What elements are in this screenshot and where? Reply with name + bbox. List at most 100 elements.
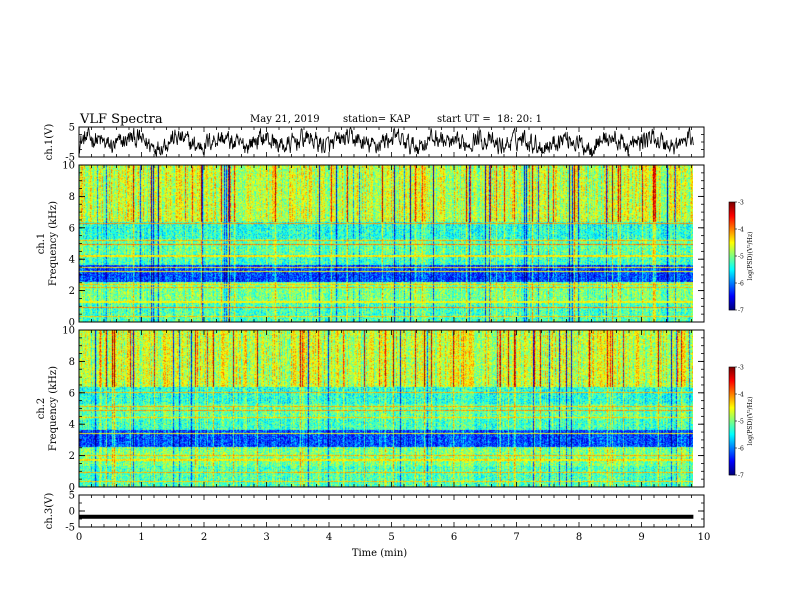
colorbar-cell <box>729 287 735 289</box>
colorbar-cell <box>729 246 735 248</box>
colorbar-cell <box>729 395 735 397</box>
colorbar-cell <box>729 407 735 409</box>
colorbar-tick-label: -5 <box>738 254 744 261</box>
y-tick-label: 4 <box>69 420 75 431</box>
y-tick-label: 0 <box>69 318 75 329</box>
colorbar-cell <box>729 419 735 421</box>
colorbar-cell <box>729 245 735 247</box>
colorbar-cell <box>729 240 735 242</box>
colorbar-cell <box>729 280 735 282</box>
y-tick-label: 6 <box>69 223 75 234</box>
colorbar-cell <box>729 303 735 305</box>
colorbar-cell <box>729 254 735 256</box>
colorbar-cell <box>729 376 735 378</box>
colorbar-cell <box>729 291 735 293</box>
colorbar-cell <box>729 203 735 205</box>
colorbar-cell <box>729 416 735 418</box>
colorbar-cell <box>729 304 735 306</box>
colorbar-cell <box>729 228 735 230</box>
colorbar-cell <box>729 212 735 214</box>
colorbar-cell <box>729 402 735 404</box>
x-tick-label: 9 <box>638 532 644 543</box>
colorbar-cell <box>729 418 735 420</box>
colorbar-cell <box>729 390 735 392</box>
colorbar-cell <box>729 279 735 281</box>
colorbar-cell <box>729 271 735 273</box>
colorbar-cell <box>729 256 735 258</box>
colorbar-cell <box>729 275 735 277</box>
colorbar-cell <box>729 296 735 298</box>
colorbar-cell <box>729 207 735 209</box>
colorbar-cell <box>729 267 735 269</box>
colorbar-cell <box>729 293 735 295</box>
y-tick-label: -5 <box>65 153 75 164</box>
colorbar-cell <box>729 405 735 407</box>
x-tick-label: 0 <box>76 532 82 543</box>
colorbar-cell <box>729 308 735 310</box>
colorbar-cell <box>729 255 735 257</box>
colorbar-cell <box>729 386 735 388</box>
colorbar-cell <box>729 381 735 383</box>
colorbar-cell <box>729 406 735 408</box>
colorbar-cell <box>729 290 735 292</box>
colorbar-cell <box>729 301 735 303</box>
colorbar-tick-label: -3 <box>738 200 744 207</box>
colorbar-cell <box>729 302 735 304</box>
colorbar-cell <box>729 222 735 224</box>
colorbar-cell <box>729 263 735 265</box>
colorbar-cell <box>729 224 735 226</box>
x-tick-label: 10 <box>698 532 711 543</box>
colorbar-cell <box>729 262 735 264</box>
colorbar-cell <box>729 227 735 229</box>
y-tick-label: 8 <box>69 192 75 203</box>
colorbar-cell <box>729 260 735 262</box>
colorbar-cell <box>729 264 735 266</box>
colorbar-cell <box>729 466 735 468</box>
colorbar-cell <box>729 266 735 268</box>
y-tick-label: 2 <box>69 451 75 462</box>
colorbar-cell <box>729 400 735 402</box>
colorbar-cell <box>729 205 735 207</box>
colorbar-cell <box>729 462 735 464</box>
colorbar-cell <box>729 257 735 259</box>
colorbar-cell <box>729 388 735 390</box>
colorbar-cell <box>729 371 735 373</box>
colorbar-cell <box>729 204 735 206</box>
colorbar-cell <box>729 213 735 215</box>
colorbar-cell <box>729 472 735 474</box>
colorbar-cell <box>729 377 735 379</box>
colorbar-cell <box>729 261 735 263</box>
colorbar-cell <box>729 432 735 434</box>
colorbar-cell <box>729 414 735 416</box>
colorbar-cell <box>729 429 735 431</box>
colorbar-cell <box>729 253 735 255</box>
colorbar-cell <box>729 295 735 297</box>
x-tick-label: 5 <box>388 532 394 543</box>
colorbar-cell <box>729 428 735 430</box>
colorbar-cell <box>729 447 735 449</box>
colorbar-tick-label: -5 <box>738 419 744 426</box>
colorbar-cell <box>729 215 735 217</box>
colorbar-cell <box>729 451 735 453</box>
chart-title: VLF Spectra <box>80 112 163 127</box>
colorbar-cell <box>729 234 735 236</box>
colorbar-cell <box>729 286 735 288</box>
colorbar-cell <box>729 209 735 211</box>
colorbar-cell <box>729 465 735 467</box>
colorbar-cell <box>729 458 735 460</box>
y-tick-label: -5 <box>65 523 75 534</box>
colorbar-cell <box>729 219 735 221</box>
colorbar-cell <box>729 268 735 270</box>
colorbar-cell <box>729 459 735 461</box>
ch1-waveform-trace <box>78 126 694 158</box>
colorbar-cell <box>729 285 735 287</box>
colorbar-cell <box>729 278 735 280</box>
colorbar-cell <box>729 474 735 476</box>
colorbar-cell <box>729 384 735 386</box>
y-tick-label: 4 <box>69 255 75 266</box>
colorbar-cell <box>729 282 735 284</box>
y-tick-label: 10 <box>62 161 75 172</box>
colorbar-cell <box>729 273 735 275</box>
colorbar-cell <box>729 404 735 406</box>
